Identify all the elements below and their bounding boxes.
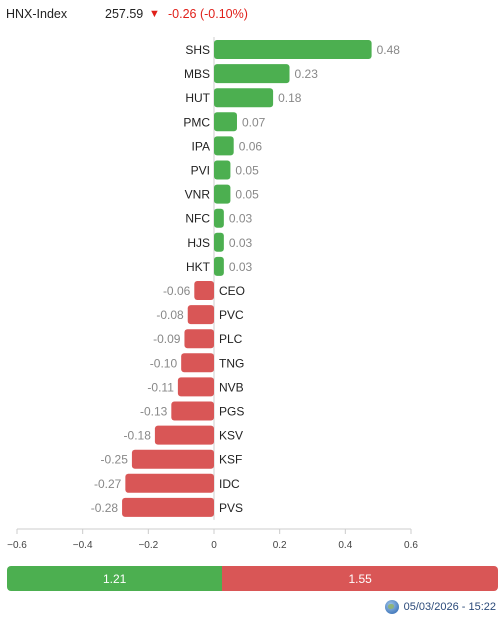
x-tick-label: 0.2 [273, 540, 287, 551]
value-label: -0.13 [140, 405, 168, 419]
advance-segment: 1.21 [7, 566, 223, 591]
value-label: 0.03 [229, 260, 253, 274]
bar-ceo [194, 281, 214, 300]
bar-hkt [214, 256, 224, 276]
bar-pvi [214, 160, 231, 180]
bar-tng [181, 353, 214, 373]
category-label: PMC [183, 115, 210, 129]
value-label: 0.05 [235, 164, 259, 178]
x-tick-label: 0 [211, 540, 217, 551]
bar-pmc [214, 112, 237, 132]
category-label: SHS [185, 43, 210, 57]
category-label: PGS [219, 405, 244, 419]
value-label: -0.06 [163, 284, 191, 298]
x-tick-label: 0.4 [338, 540, 352, 551]
bar-plc [184, 329, 214, 349]
bar-pvs [122, 497, 214, 517]
index-name: HNX-Index [6, 7, 68, 21]
category-label: KSV [219, 429, 243, 443]
index-change: -0.26 (-0.10%) [168, 7, 248, 21]
footer: 05/03/2026 - 15:22 [384, 600, 496, 614]
category-label: TNG [219, 356, 244, 370]
index-value: 257.59 [105, 7, 144, 21]
globe-icon [384, 600, 399, 614]
value-label: 0.05 [235, 188, 259, 202]
value-label: -0.27 [94, 477, 122, 491]
category-label: PVC [219, 308, 244, 322]
bar-hut [214, 88, 274, 108]
category-label: HUT [185, 91, 210, 105]
value-label: 0.03 [229, 236, 253, 250]
bar-ksf [131, 449, 214, 469]
category-label: PVS [219, 501, 243, 515]
value-label: -0.11 [147, 380, 174, 394]
value-label: 0.03 [229, 212, 253, 226]
bar-vnr [214, 184, 231, 204]
value-label: 0.07 [242, 115, 266, 129]
value-label: -0.18 [124, 429, 152, 443]
x-tick-label: −0.2 [138, 540, 158, 551]
x-tick-label: 0.6 [404, 540, 418, 551]
category-label: VNR [185, 188, 211, 202]
bar-mbs [214, 64, 290, 84]
category-label: IPA [192, 139, 210, 153]
category-label: IDC [219, 477, 240, 491]
down-arrow-icon: ▼ [149, 8, 160, 20]
index-header: HNX-Index 257.59 ▼ -0.26 (-0.10%) [6, 5, 248, 23]
market-breadth-bar: 1.21 1.55 [7, 566, 498, 591]
value-label: 0.18 [278, 91, 302, 105]
bar-pvc [187, 305, 214, 325]
category-label: MBS [184, 67, 210, 81]
decline-segment: 1.55 [222, 566, 498, 591]
bar-nfc [214, 208, 224, 228]
value-label: -0.28 [91, 501, 119, 515]
bar-ksv [154, 425, 214, 445]
value-label: -0.08 [156, 308, 184, 322]
contribution-bar-chart: SHS 0.48 MBS 0.23 HUT 0.18 PMC 0.07 IPA 0.06 PVI 0.… [7, 37, 418, 551]
value-label: -0.25 [101, 453, 129, 467]
bar-hjs [214, 232, 224, 252]
bar-pgs [171, 401, 214, 421]
category-label: PLC [219, 332, 243, 346]
bar-shs [214, 40, 372, 59]
category-label: PVI [191, 164, 210, 178]
bar-idc [125, 473, 214, 493]
x-tick-label: −0.6 [7, 540, 27, 551]
category-label: CEO [219, 284, 245, 298]
x-tick-label: −0.4 [73, 540, 93, 551]
value-label: -0.10 [150, 356, 178, 370]
category-label: KSF [219, 453, 242, 467]
category-label: HKT [186, 260, 211, 274]
timestamp: 05/03/2026 - 15:22 [403, 601, 496, 613]
category-label: HJS [187, 236, 210, 250]
value-label: 0.23 [295, 67, 319, 81]
category-label: NVB [219, 380, 244, 394]
value-label: 0.48 [377, 43, 401, 57]
bar-nvb [177, 377, 214, 397]
value-label: -0.09 [153, 332, 181, 346]
category-label: NFC [185, 212, 210, 226]
value-label: 0.06 [239, 139, 263, 153]
bar-ipa [214, 136, 234, 156]
